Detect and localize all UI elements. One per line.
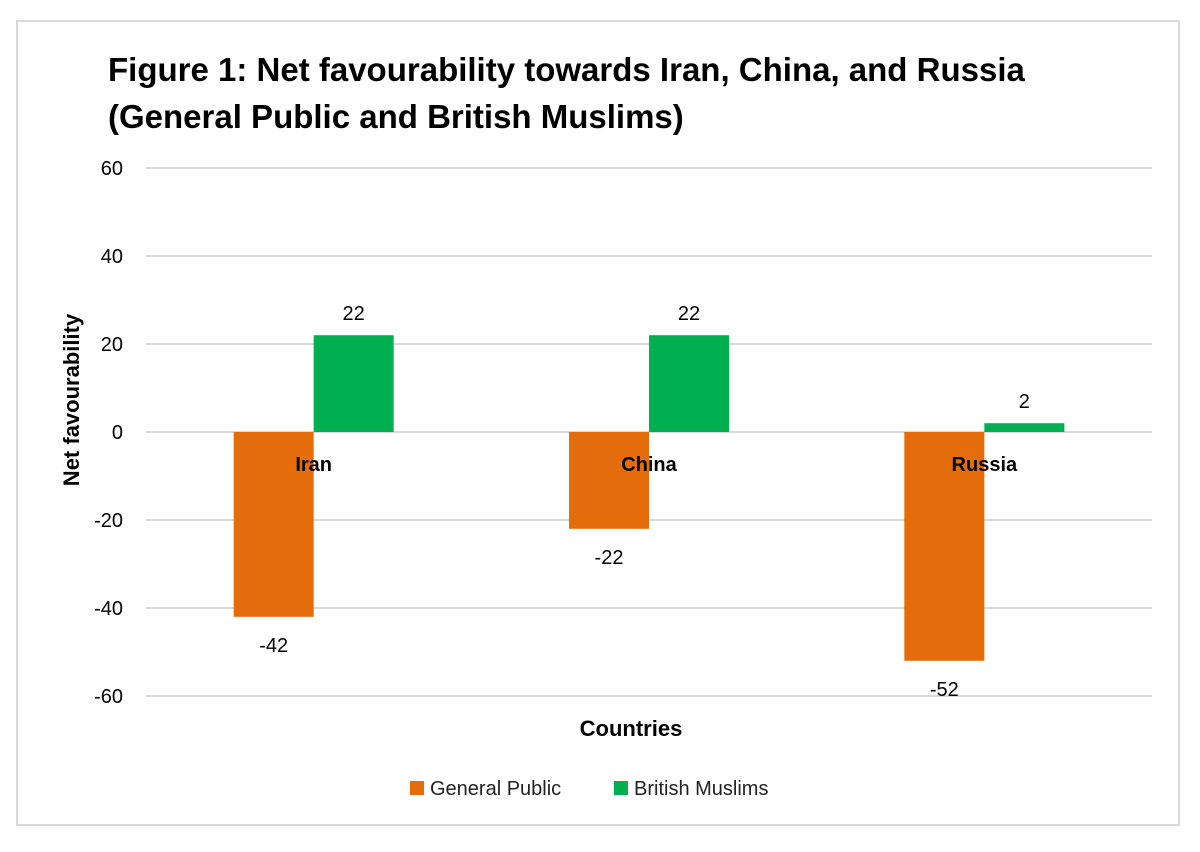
legend-swatch-general-public	[410, 781, 424, 795]
y-tick-label: 40	[101, 246, 123, 268]
category-label-china: China	[621, 454, 677, 476]
bar-china-general-public	[569, 432, 649, 529]
bar-russia-general-public	[904, 432, 985, 661]
data-label: -52	[930, 679, 959, 701]
bar-china-british-muslims	[649, 335, 729, 432]
y-tick-label: -20	[94, 510, 123, 532]
data-label: 22	[678, 303, 700, 325]
data-label: 22	[343, 303, 365, 325]
category-labels: Iran China Russia	[295, 454, 1018, 476]
category-label-russia: Russia	[952, 454, 1018, 476]
data-label: 2	[1019, 391, 1030, 413]
y-axis-ticks: 60 40 20 0 -20 -40 -60	[94, 158, 123, 708]
legend-swatch-british-muslims	[614, 781, 628, 795]
data-label: -42	[259, 635, 288, 657]
x-axis-title: Countries	[580, 716, 683, 741]
data-label: -22	[595, 547, 624, 569]
legend-label: General Public	[430, 778, 561, 800]
legend: General Public British Muslims	[410, 778, 768, 800]
chart-frame	[16, 20, 1180, 826]
bar-iran-general-public	[233, 432, 314, 617]
category-label-iran: Iran	[295, 454, 332, 476]
bar-iran-british-muslims	[313, 335, 394, 432]
data-labels: -42 22 -22 22 -52 2	[259, 303, 1030, 701]
bars	[233, 335, 1065, 661]
y-tick-label: 60	[101, 158, 123, 180]
y-tick-label: -60	[94, 686, 123, 708]
y-axis-title: Net favourability	[59, 313, 84, 486]
chart-title: Figure 1: Net favourability towards Iran…	[108, 51, 1025, 135]
y-tick-label: 0	[112, 422, 123, 444]
y-tick-label: -40	[94, 598, 123, 620]
bar-russia-british-muslims	[984, 423, 1065, 432]
legend-label: British Muslims	[634, 778, 768, 800]
y-tick-label: 20	[101, 334, 123, 356]
